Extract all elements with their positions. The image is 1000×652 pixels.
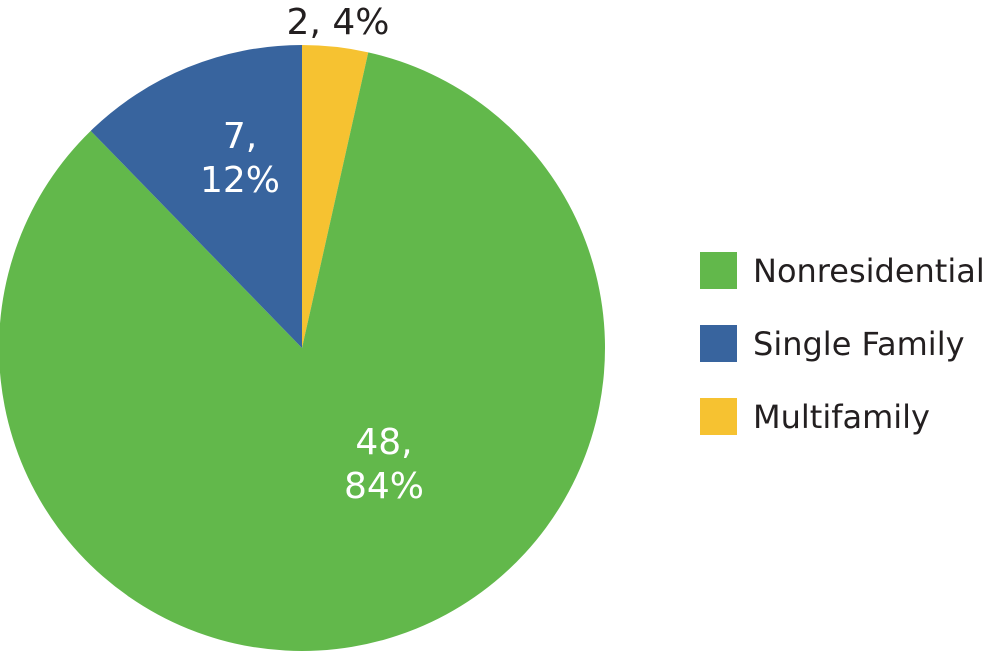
pie-slice-nonresidential bbox=[0, 52, 605, 651]
pie-slice-multifamily bbox=[302, 45, 369, 348]
legend-swatch-nonresidential bbox=[700, 252, 737, 289]
pie-slices bbox=[0, 45, 605, 651]
legend-item-single-family: Single Family bbox=[700, 324, 985, 363]
legend-item-multifamily: Multifamily bbox=[700, 397, 985, 436]
legend-label-nonresidential: Nonresidential bbox=[753, 251, 985, 290]
pie-chart: 2, 4% 48, 84% 7, 12% bbox=[0, 2, 605, 651]
legend-label-single-family: Single Family bbox=[753, 324, 965, 363]
pie-data-labels: 2, 4% 48, 84% 7, 12% bbox=[200, 2, 424, 507]
legend-swatch-single-family bbox=[700, 325, 737, 362]
legend-item-nonresidential: Nonresidential bbox=[700, 251, 985, 290]
data-label-nonresidential: 48, 84% bbox=[344, 422, 424, 507]
data-label-single-family: 7, 12% bbox=[200, 116, 280, 201]
data-label-multifamily: 2, 4% bbox=[287, 2, 390, 43]
legend: Nonresidential Single Family Multifamily bbox=[700, 252, 985, 471]
pie-slice-single-family bbox=[90, 45, 302, 348]
legend-label-multifamily: Multifamily bbox=[753, 397, 930, 436]
legend-swatch-multifamily bbox=[700, 398, 737, 435]
